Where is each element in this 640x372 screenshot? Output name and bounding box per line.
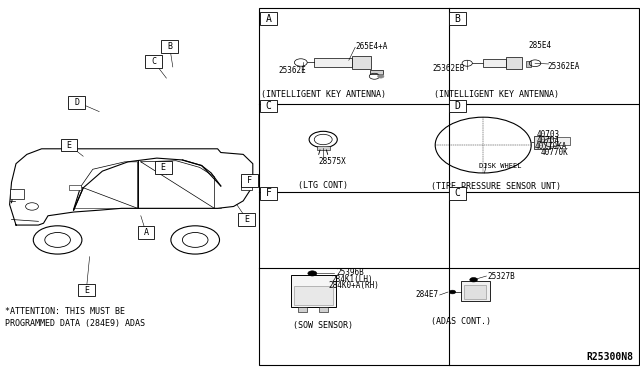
Bar bbox=[483, 59, 506, 67]
Bar bbox=[317, 146, 330, 150]
Text: E: E bbox=[67, 141, 72, 150]
Bar bbox=[557, 137, 570, 145]
Text: A: A bbox=[143, 228, 148, 237]
Bar bbox=[534, 136, 550, 149]
Text: C: C bbox=[151, 57, 156, 66]
Bar bbox=[370, 70, 383, 74]
Text: 40704: 40704 bbox=[536, 136, 559, 145]
Text: (LTG CONT): (LTG CONT) bbox=[298, 181, 348, 190]
Bar bbox=[155, 161, 172, 174]
Text: B: B bbox=[454, 14, 461, 23]
Text: 265E4+A: 265E4+A bbox=[355, 42, 388, 51]
Bar bbox=[314, 58, 352, 67]
Text: E: E bbox=[161, 163, 166, 172]
Bar bbox=[291, 275, 336, 307]
Bar bbox=[161, 40, 178, 53]
Bar bbox=[241, 181, 252, 190]
Text: C: C bbox=[454, 189, 461, 198]
Bar bbox=[10, 189, 24, 199]
Text: 40770K: 40770K bbox=[541, 148, 568, 157]
Text: D: D bbox=[74, 98, 79, 107]
Text: 25396B: 25396B bbox=[336, 268, 364, 277]
Text: E: E bbox=[244, 215, 249, 224]
Bar bbox=[78, 284, 95, 296]
Text: (INTELLIGENT KEY ANTENNA): (INTELLIGENT KEY ANTENNA) bbox=[433, 90, 559, 99]
Text: C: C bbox=[266, 101, 272, 111]
Text: 25362EA: 25362EA bbox=[547, 62, 580, 71]
Text: (ADAS CONT.): (ADAS CONT.) bbox=[431, 317, 491, 326]
Text: 284K0+A(RH): 284K0+A(RH) bbox=[328, 281, 379, 290]
Bar bbox=[61, 139, 77, 151]
Text: 285E4: 285E4 bbox=[528, 41, 551, 50]
Bar bbox=[449, 100, 466, 112]
Text: D: D bbox=[454, 101, 461, 111]
Bar bbox=[68, 96, 85, 109]
Bar bbox=[506, 57, 522, 69]
Bar bbox=[449, 12, 466, 25]
Text: B: B bbox=[167, 42, 172, 51]
Bar bbox=[461, 281, 490, 301]
Text: E: E bbox=[84, 286, 89, 295]
Bar bbox=[464, 285, 486, 299]
Text: 25362E: 25362E bbox=[278, 66, 306, 75]
Bar bbox=[319, 307, 328, 312]
Text: 284K1(LH): 284K1(LH) bbox=[332, 275, 373, 284]
Circle shape bbox=[378, 74, 384, 78]
Bar bbox=[352, 56, 371, 69]
Bar bbox=[260, 100, 277, 112]
Text: F: F bbox=[247, 176, 252, 185]
Text: 284E7: 284E7 bbox=[416, 291, 439, 299]
Bar bbox=[3, 8, 256, 365]
Circle shape bbox=[470, 278, 477, 282]
Bar bbox=[449, 187, 466, 200]
Bar bbox=[138, 226, 154, 239]
Text: (TIRE PRESSURE SENSOR UNT): (TIRE PRESSURE SENSOR UNT) bbox=[431, 182, 561, 190]
Bar bbox=[294, 286, 333, 305]
Bar bbox=[260, 12, 277, 25]
Text: 25327B: 25327B bbox=[488, 272, 515, 280]
Text: 40703: 40703 bbox=[536, 130, 559, 139]
Text: F: F bbox=[266, 189, 272, 198]
Bar bbox=[238, 213, 255, 226]
Circle shape bbox=[449, 290, 456, 294]
Text: 28575X: 28575X bbox=[318, 157, 346, 166]
Bar bbox=[298, 307, 307, 312]
Circle shape bbox=[308, 271, 317, 276]
Bar bbox=[259, 8, 639, 365]
Text: R25300N8: R25300N8 bbox=[587, 352, 634, 362]
Text: 25362EB: 25362EB bbox=[432, 64, 465, 73]
Text: *ATTENTION: THIS MUST BE
PROGRAMMED DATA (284E9) ADAS: *ATTENTION: THIS MUST BE PROGRAMMED DATA… bbox=[5, 307, 145, 328]
Text: 40770KA: 40770KA bbox=[534, 142, 567, 151]
Text: (INTELLIGENT KEY ANTENNA): (INTELLIGENT KEY ANTENNA) bbox=[260, 90, 386, 99]
Text: DISK WHEEL: DISK WHEEL bbox=[479, 163, 521, 169]
Text: (SOW SENSOR): (SOW SENSOR) bbox=[293, 321, 353, 330]
Text: A: A bbox=[266, 14, 272, 23]
Bar bbox=[526, 61, 531, 67]
Bar bbox=[241, 174, 258, 187]
Bar bbox=[145, 55, 162, 68]
Bar bbox=[260, 187, 277, 200]
Bar bbox=[69, 185, 81, 190]
